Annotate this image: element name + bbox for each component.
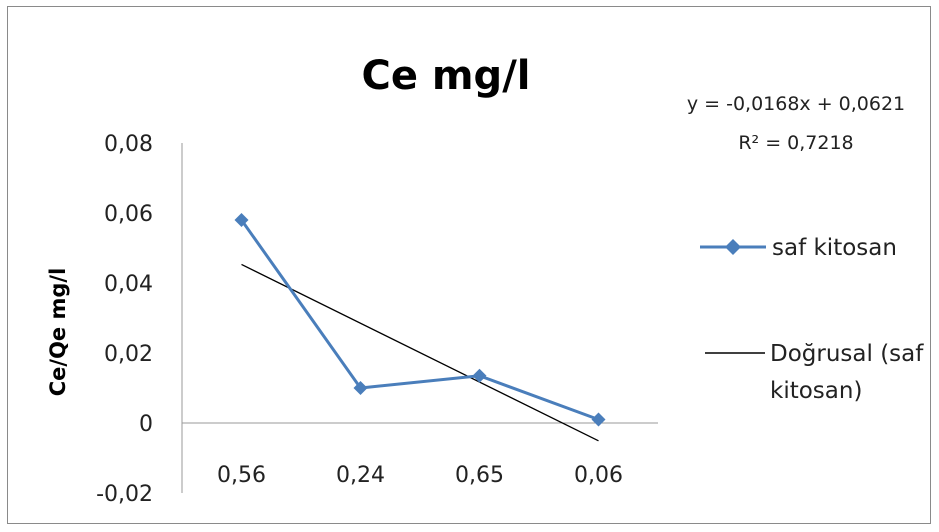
y-tick-label: 0,02 — [104, 342, 153, 367]
line-chart: Ce mg/l Ce/Qe mg/l y = -0,0168x + 0,0621… — [46, 53, 924, 507]
x-axis-ticks: 0,56 0,24 0,65 0,06 — [217, 463, 623, 488]
legend-trendline-label-line2: kitosan) — [770, 378, 862, 404]
trendline — [241, 263, 599, 442]
x-tick-label: 0,65 — [455, 463, 504, 488]
legend-item-trendline: Doğrusal (saf kitosan) — [705, 341, 924, 404]
legend-series-marker-swatch — [725, 239, 741, 255]
x-tick-label: 0,06 — [574, 463, 623, 488]
chart-title: Ce mg/l — [361, 53, 530, 99]
y-tick-label: 0 — [139, 412, 153, 437]
chart-area: Ce mg/l Ce/Qe mg/l y = -0,0168x + 0,0621… — [7, 6, 931, 524]
trendline-equation: y = -0,0168x + 0,0621 — [687, 93, 905, 115]
legend: saf kitosan Doğrusal (saf kitosan) — [700, 235, 924, 404]
y-tick-label: 0,04 — [104, 272, 153, 297]
y-axis-label: Ce/Qe mg/l — [46, 268, 70, 397]
data-point-marker — [234, 213, 249, 227]
y-axis-ticks: -0,02 0 0,02 0,04 0,06 0,08 — [96, 132, 153, 507]
trendline-r-squared: R² = 0,7218 — [738, 132, 853, 154]
data-point-marker — [472, 368, 487, 383]
data-point-marker — [353, 381, 368, 395]
y-tick-label: 0,08 — [104, 132, 153, 157]
y-tick-label: 0,06 — [104, 202, 153, 227]
x-tick-label: 0,56 — [217, 463, 266, 488]
x-tick-label: 0,24 — [336, 463, 385, 488]
data-point-marker — [591, 412, 606, 427]
y-tick-label: -0,02 — [96, 482, 153, 507]
legend-item-series: saf kitosan — [700, 235, 897, 261]
legend-trendline-label-line1: Doğrusal (saf — [770, 341, 924, 367]
axes — [181, 143, 658, 493]
plot-area — [234, 213, 606, 442]
legend-series-label: saf kitosan — [772, 235, 897, 261]
series-line — [240, 219, 600, 421]
